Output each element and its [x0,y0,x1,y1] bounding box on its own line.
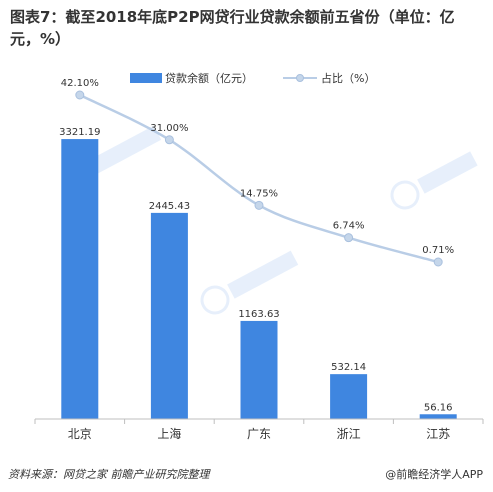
share-label-4: 0.71% [422,245,454,256]
share-point-0 [75,90,85,100]
x-tick-marks [34,419,484,424]
bar-4 [419,414,457,419]
bar-1 [150,212,188,419]
bar-0 [61,139,99,420]
bar-value-label-4: 56.16 [424,402,453,413]
bar-value-label-1: 2445.43 [149,201,190,212]
legend-marker-line [296,74,304,82]
share-point-1 [164,135,174,145]
share-line-path [79,93,439,264]
x-label-3: 浙江 [337,427,361,441]
x-label-1: 上海 [157,426,181,441]
x-axis-labels: 北京 上海 广东 浙江 江苏 [68,426,450,441]
share-point-2 [254,200,264,210]
share-line-series: 42.10% 31.00% 14.75% 6.74% 0.71% [61,78,454,267]
share-point-4 [433,257,443,267]
share-label-2: 14.75% [240,188,278,199]
source-note: 资料来源：网贷之家 前瞻产业研究院整理 [8,468,210,481]
bar-2 [240,320,278,419]
x-label-0: 北京 [68,427,92,441]
bar-value-label-3: 532.14 [331,362,366,373]
chart-title: 图表7：截至2018年底P2P网贷行业贷款余额前五省份（单位：亿元，%） [10,8,455,48]
bar-series: 3321.19 2445.43 1163.63 532.14 56.16 [59,127,457,420]
bar-value-label-2: 1163.63 [238,309,279,320]
x-label-4: 江苏 [426,427,450,441]
legend-label-bar: 贷款余额（亿元） [165,71,253,85]
bar-value-label-0: 3321.19 [59,127,100,138]
legend: 贷款余额（亿元） 占比（%） [130,71,375,85]
share-point-3 [344,233,354,243]
share-label-3: 6.74% [333,221,365,232]
share-label-0: 42.10% [61,78,99,89]
x-label-2: 广东 [247,427,271,441]
watermark-logos [63,125,478,315]
brand-credit: @前瞻经济学人APP [385,468,483,481]
share-label-1: 31.00% [150,123,188,134]
legend-swatch-bar [130,73,162,83]
legend-label-line: 占比（%） [321,71,375,85]
bar-3 [330,374,368,419]
